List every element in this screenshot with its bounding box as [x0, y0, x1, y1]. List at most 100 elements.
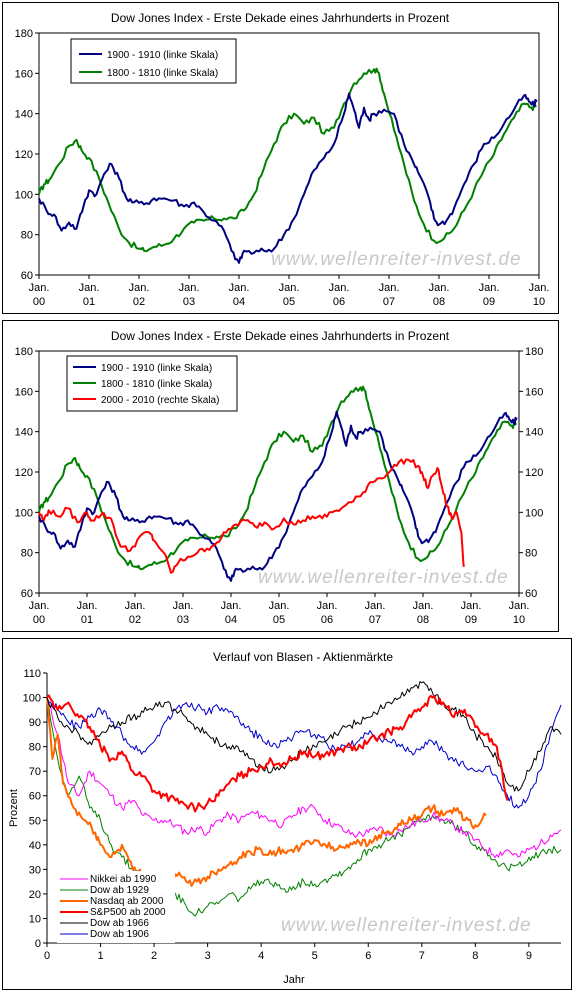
- watermark-3: www.wellenreiter-invest.de: [281, 915, 532, 936]
- x-tick-label-top: Jan.: [509, 600, 530, 612]
- y-tick-label: 90: [29, 717, 41, 729]
- x-tick-label-bottom: 04: [233, 296, 245, 308]
- y2-tick-label: 140: [525, 427, 543, 439]
- x-tick-label-bottom: 07: [369, 614, 381, 626]
- x-tick-label-bottom: 06: [333, 296, 345, 308]
- watermark-2: www.wellenreiter-invest.de: [258, 567, 509, 588]
- chart-panel-1: Dow Jones Index - Erste Dekade eines Jah…: [2, 2, 559, 314]
- x-tick-label: 9: [526, 950, 532, 962]
- x-tick-label-top: Jan.: [179, 282, 200, 294]
- x-tick-label-top: Jan.: [365, 600, 386, 612]
- y-tick-label: 10: [29, 913, 41, 925]
- y-tick-label: 100: [15, 507, 33, 519]
- chart-2-svg: Dow Jones Index - Erste Dekade eines Jah…: [15, 329, 544, 626]
- x-tick-label-bottom: 05: [283, 296, 295, 308]
- x-tick-label-top: Jan.: [125, 600, 146, 612]
- x-tick-label-top: Jan.: [79, 282, 100, 294]
- y-axis-label: Prozent: [8, 789, 20, 827]
- legend2-2000: 2000 - 2010 (rechte Skala): [101, 395, 219, 406]
- x-tick-label-top: Jan.: [173, 600, 194, 612]
- chart-1-legend: 1900 - 1910 (linke Skala) 1800 - 1810 (l…: [70, 38, 237, 84]
- y2-tick-label: 180: [525, 346, 543, 358]
- y-tick-label: 120: [15, 149, 33, 161]
- y2-tick-label: 60: [525, 588, 537, 600]
- x-tick-label-bottom: 03: [177, 614, 189, 626]
- y-tick-label: 60: [29, 791, 41, 803]
- x-tick-label-bottom: 06: [321, 614, 333, 626]
- x-tick-label-bottom: 00: [33, 296, 45, 308]
- chart-2-title: Dow Jones Index - Erste Dekade eines Jah…: [111, 329, 450, 343]
- x-tick-label: 1: [97, 950, 103, 962]
- series-line-0: [46, 697, 562, 858]
- legend3-sp500: S&P500 ab 2000: [90, 907, 166, 918]
- x-tick-label: 7: [419, 950, 425, 962]
- y-tick-label: 30: [29, 864, 41, 876]
- y-tick-label: 70: [29, 766, 41, 778]
- x-tick-label: 8: [472, 950, 478, 962]
- chart-3-title: Verlauf von Blasen - Aktienmärkte: [213, 650, 393, 664]
- x-tick-label-bottom: 09: [483, 296, 495, 308]
- x-tick-label-bottom: 04: [225, 614, 237, 626]
- x-tick-label: 2: [151, 950, 157, 962]
- x-tick-label: 5: [312, 950, 318, 962]
- y-tick-label: 100: [15, 189, 33, 201]
- y2-tick-label: 160: [525, 386, 543, 398]
- series-line-1: [38, 92, 538, 264]
- x-tick-label-bottom: 10: [533, 296, 545, 308]
- y-tick-label: 60: [21, 270, 33, 282]
- x-tick-label-top: Jan.: [29, 600, 50, 612]
- series-line-4: [46, 681, 562, 792]
- x-tick-label-bottom: 02: [133, 296, 145, 308]
- x-tick-label: 3: [205, 950, 211, 962]
- legend-1800: 1800 - 1810 (linke Skala): [107, 68, 218, 79]
- x-tick-label-top: Jan.: [269, 600, 290, 612]
- x-tick-label-bottom: 08: [417, 614, 429, 626]
- x-tick-label-top: Jan.: [529, 282, 550, 294]
- y-tick-label: 20: [29, 889, 41, 901]
- x-tick-label-top: Jan.: [279, 282, 300, 294]
- y-tick-label: 50: [29, 815, 41, 827]
- x-tick-label-top: Jan.: [461, 600, 482, 612]
- x-tick-label-top: Jan.: [77, 600, 98, 612]
- x-tick-label-bottom: 01: [83, 296, 95, 308]
- x-tick-label-top: Jan.: [329, 282, 350, 294]
- x-tick-label-top: Jan.: [229, 282, 250, 294]
- y-tick-label: 140: [15, 109, 33, 121]
- y-tick-label: 80: [21, 230, 33, 242]
- x-tick-label-top: Jan.: [317, 600, 338, 612]
- x-axis-label: Jahr: [283, 974, 305, 986]
- x-tick-label-top: Jan.: [29, 282, 50, 294]
- x-tick-label-bottom: 00: [33, 614, 45, 626]
- legend2-1800: 1800 - 1810 (linke Skala): [101, 379, 212, 390]
- x-tick-label: 0: [44, 950, 50, 962]
- x-tick-label-top: Jan.: [479, 282, 500, 294]
- legend3-dow1906: Dow ab 1906: [90, 929, 149, 940]
- series-line-2: [46, 697, 487, 887]
- legend3-nikkei: Nikkei ab 1990: [90, 874, 157, 885]
- y-tick-label: 140: [15, 427, 33, 439]
- x-tick-label-bottom: 05: [273, 614, 285, 626]
- y-tick-label: 60: [21, 588, 33, 600]
- x-tick-label-bottom: 03: [183, 296, 195, 308]
- x-tick-label: 6: [365, 950, 371, 962]
- legend3-dow1966: Dow ab 1966: [90, 918, 149, 929]
- x-tick-label-top: Jan.: [221, 600, 242, 612]
- y2-tick-label: 80: [525, 548, 537, 560]
- y-tick-label: 160: [15, 386, 33, 398]
- series-line-2: [38, 458, 465, 574]
- y-tick-label: 180: [15, 346, 33, 358]
- chart-panel-2: Dow Jones Index - Erste Dekade eines Jah…: [2, 320, 559, 632]
- y-tick-label: 0: [35, 938, 41, 950]
- legend2-1900: 1900 - 1910 (linke Skala): [101, 363, 212, 374]
- x-tick-label-top: Jan.: [129, 282, 150, 294]
- y-tick-label: 80: [21, 548, 33, 560]
- chart-2-legend: 1900 - 1910 (linke Skala) 1800 - 1810 (l…: [66, 355, 238, 412]
- x-tick-label-bottom: 09: [465, 614, 477, 626]
- x-tick-label-top: Jan.: [413, 600, 434, 612]
- x-tick-label-bottom: 07: [383, 296, 395, 308]
- chart-panel-3: Verlauf von Blasen - Aktienmärkte 0 10 20 3…: [2, 638, 572, 990]
- chart-3-legend: Nikkei ab 1990 Dow ab 1929 Nasdaq ab 200…: [57, 871, 175, 943]
- y-tick-label: 100: [23, 693, 41, 705]
- x-tick-label-top: Jan.: [379, 282, 400, 294]
- legend3-dow1929: Dow ab 1929: [90, 885, 149, 896]
